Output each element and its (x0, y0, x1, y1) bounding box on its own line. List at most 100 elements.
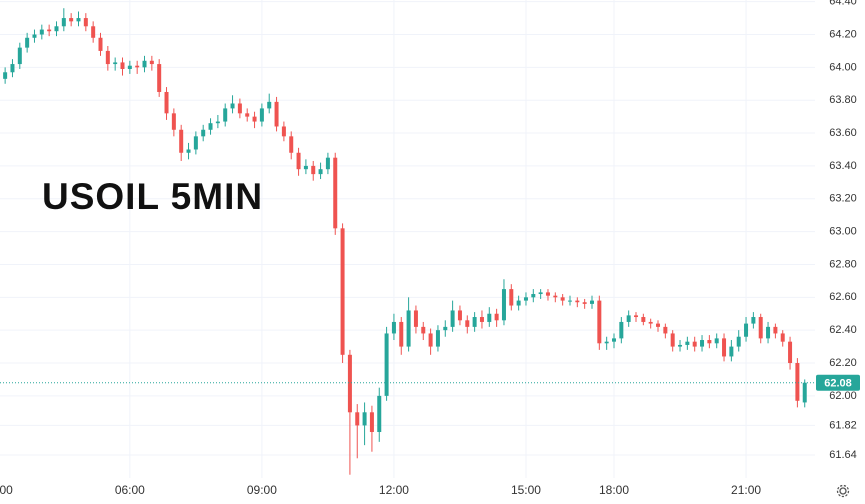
candle-body (619, 321, 624, 339)
candle-body (135, 65, 140, 68)
candle-body (142, 60, 147, 68)
y-tick-label: 62.60 (829, 291, 857, 303)
candle-body (435, 330, 440, 347)
candle-body (802, 382, 807, 403)
candle-body (10, 64, 15, 73)
candle-body (289, 136, 294, 153)
candle-body (311, 165, 316, 175)
candle-body (597, 300, 602, 344)
candle-body (443, 326, 448, 331)
y-tick-label: 62.00 (829, 390, 857, 402)
candle-body (252, 116, 257, 122)
candle-body (457, 310, 462, 321)
candle-body (17, 47, 22, 65)
x-tick-label: 06:00 (115, 483, 145, 497)
candle-body (766, 326, 771, 339)
candle-body (355, 412, 360, 426)
candle-body (626, 315, 631, 322)
x-tick-label: 15:00 (511, 483, 541, 497)
candle-body (149, 60, 154, 65)
candle-body (208, 123, 213, 130)
candle-body (340, 228, 345, 355)
candle-body (179, 129, 184, 153)
candle-body (384, 333, 389, 396)
y-tick-label: 64.40 (829, 0, 857, 8)
candle-body (531, 294, 536, 298)
candle-body (780, 333, 785, 342)
candle-body (245, 113, 250, 117)
candle-body (274, 101, 279, 127)
candle-body (736, 336, 741, 347)
candle-body (567, 300, 572, 302)
candle-body (604, 341, 609, 344)
candle-body (377, 395, 382, 433)
candle-body (362, 412, 367, 426)
candle-body (369, 412, 374, 433)
candle-body (758, 317, 763, 339)
candle-body (553, 295, 558, 298)
candle-body (516, 300, 521, 306)
y-tick-label: 63.20 (829, 193, 857, 205)
candle-body (545, 292, 550, 296)
candle-body (164, 91, 169, 114)
candle-body (391, 321, 396, 334)
candle-body (714, 338, 719, 344)
candle-body (113, 62, 118, 65)
candle-body (744, 323, 749, 337)
x-tick-label: 03:00 (0, 483, 13, 497)
last-price-box (816, 374, 860, 391)
candle-body (501, 289, 506, 321)
candle-body (76, 18, 81, 22)
candle-body (700, 340, 705, 347)
candle-body (39, 29, 44, 35)
candle-body (465, 320, 470, 327)
candle-body (450, 310, 455, 327)
candle-body (303, 165, 308, 170)
candle-body (648, 321, 653, 324)
grid (0, 0, 815, 478)
last-price-label: 62.08 (824, 378, 852, 390)
candle-body (722, 338, 727, 357)
candle-body (259, 108, 264, 122)
candle-body (678, 344, 683, 347)
candle-body (296, 152, 301, 170)
settings-icon[interactable] (836, 484, 850, 498)
candle-body (47, 29, 52, 32)
candle-body (83, 18, 88, 27)
candle-body (421, 326, 426, 334)
candle-body (157, 64, 162, 92)
candle-body (413, 310, 418, 327)
y-tick-label: 63.60 (829, 127, 857, 139)
candle-body (663, 326, 668, 334)
candle-body (325, 157, 330, 170)
candle-body (634, 315, 639, 318)
candle-body (267, 101, 272, 109)
candle-body (523, 297, 528, 301)
candle-body (487, 313, 492, 322)
candle-body (589, 300, 594, 304)
candle-body (612, 338, 617, 342)
candle-body (171, 113, 176, 130)
candle-body (193, 136, 198, 150)
candle-body (32, 34, 37, 38)
candle-body (582, 302, 587, 304)
candle-body (656, 323, 661, 327)
candle-body (406, 310, 411, 347)
candle-body (773, 326, 778, 334)
candle-body (61, 18, 66, 27)
x-tick-label: 09:00 (247, 483, 277, 497)
candle-body (223, 108, 228, 122)
candle-body (670, 333, 675, 347)
y-tick-label: 62.20 (829, 357, 857, 369)
candle-body (472, 317, 477, 327)
candle-body (127, 65, 132, 69)
candle-body (333, 157, 338, 229)
candles (0, 8, 815, 475)
candle-body (230, 103, 235, 109)
y-tick-label: 63.00 (829, 226, 857, 238)
candle-body (479, 317, 484, 322)
candle-body (641, 317, 646, 322)
y-tick-label: 62.40 (829, 324, 857, 336)
candle-body (105, 50, 110, 65)
